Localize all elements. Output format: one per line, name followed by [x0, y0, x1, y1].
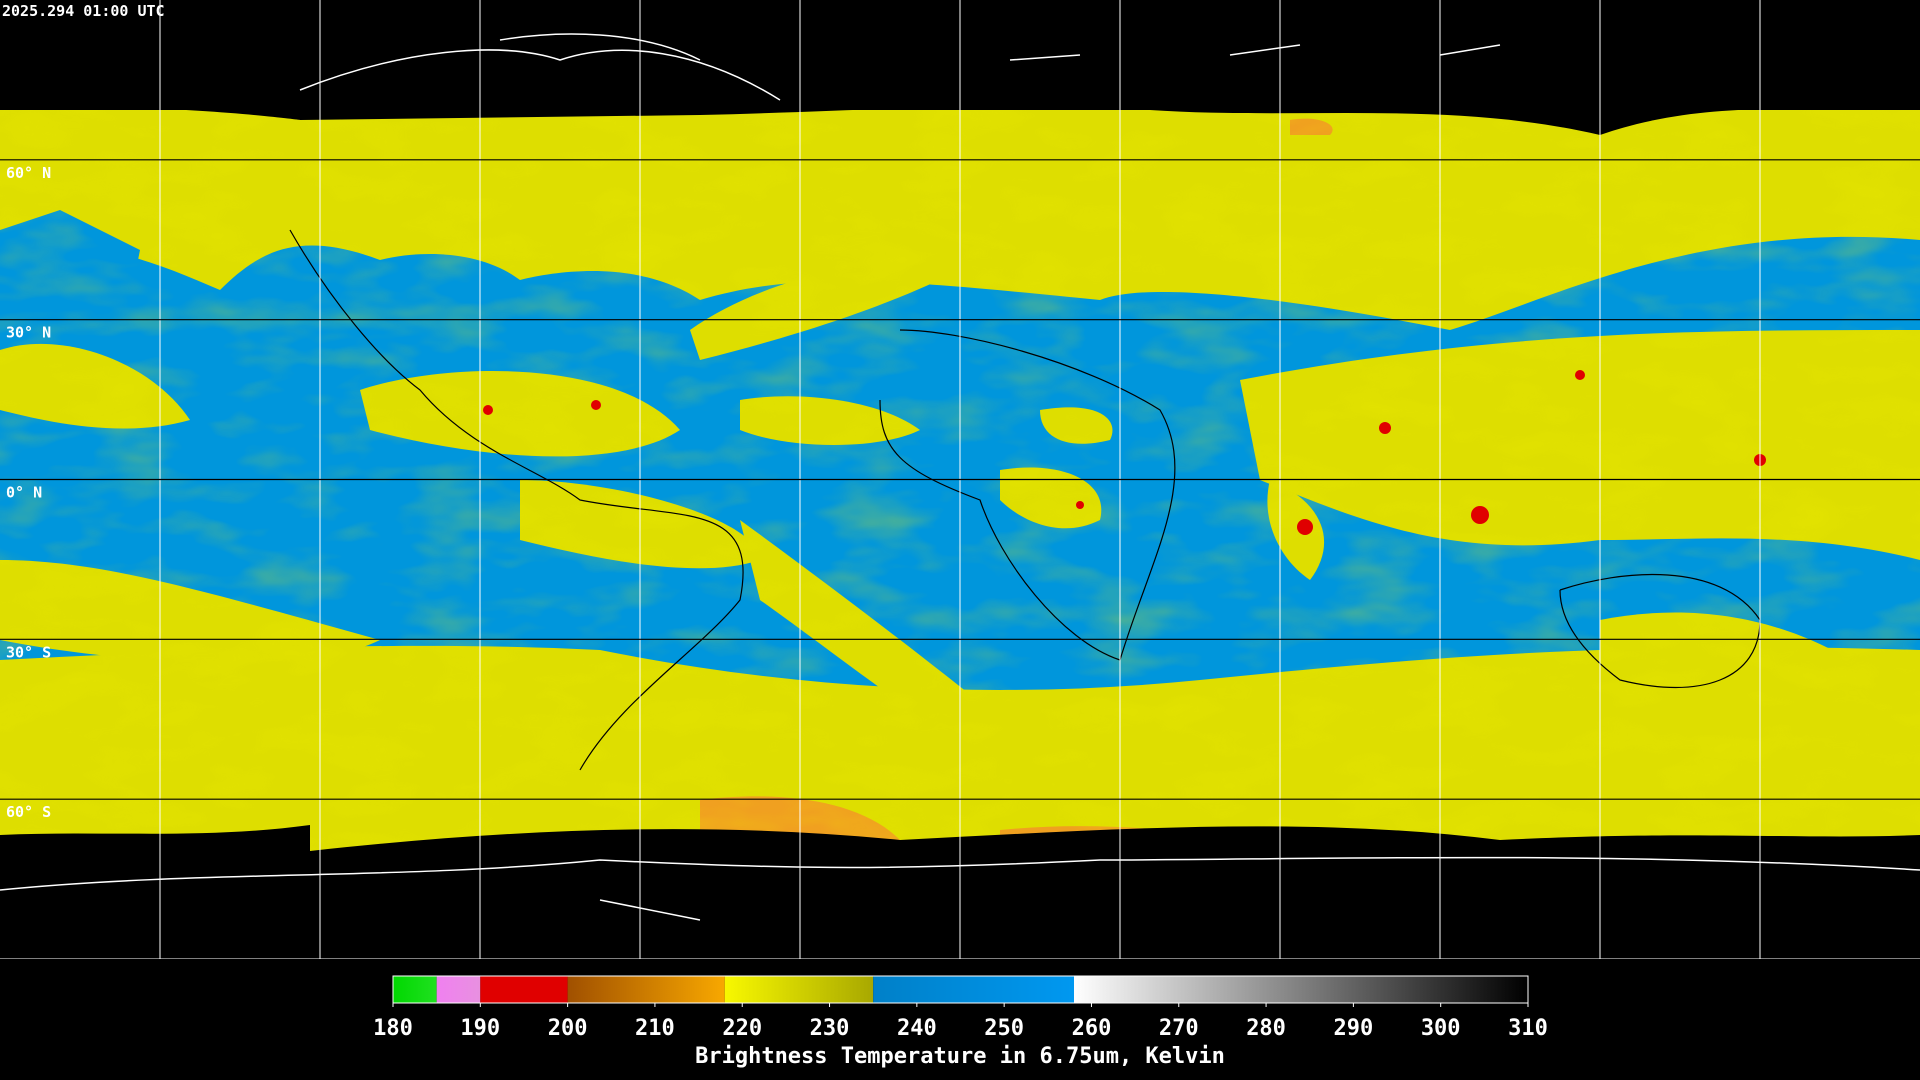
colorbar-tick-label: 250 [984, 1016, 1024, 1041]
colorbar-tick-label: 190 [460, 1016, 500, 1041]
colorbar-segment [393, 976, 437, 1003]
colorbar-tick-label: 260 [1072, 1016, 1112, 1041]
colorbar-tick-label: 220 [722, 1016, 762, 1041]
colorbar-tick-label: 290 [1334, 1016, 1374, 1041]
colorbar-segment [1074, 976, 1528, 1003]
colorbar-tick-label: 300 [1421, 1016, 1461, 1041]
colorbar-tick-label: 270 [1159, 1016, 1199, 1041]
colorbar: 180 190 200 210 220 230 240 250 260 270 280 290 300 3… [373, 975, 1548, 1041]
coastlines [0, 33, 1920, 921]
colorbar-tick-label: 310 [1508, 1016, 1548, 1041]
lat-label: 60° S [6, 803, 51, 821]
colorbar-segment [873, 976, 1074, 1003]
lat-label: 30° N [6, 324, 51, 342]
colorbar-segment [724, 976, 874, 1003]
colorbar-tick-label: 180 [373, 1016, 413, 1041]
colorbar-tick-label: 240 [897, 1016, 937, 1041]
borders [289, 229, 1761, 771]
colorbar-segment [480, 976, 568, 1003]
lat-label: 0° N [6, 484, 42, 502]
colorbar-tick-label: 230 [810, 1016, 850, 1041]
lat-label: 60° N [6, 164, 51, 182]
colorbar-tick-label: 200 [548, 1016, 588, 1041]
cold-cloud-tops [483, 370, 1766, 535]
colorbar-frame [392, 975, 1529, 1004]
colorbar-tick-label: 280 [1246, 1016, 1286, 1041]
lat-label: 30° S [6, 643, 51, 661]
colorbar-label: Brightness Temperature in 6.75um, Kelvin [695, 1044, 1225, 1069]
timestamp: 2025.294 01:00 UTC [2, 2, 165, 20]
colorbar-segment [436, 976, 481, 1003]
colorbar-segment [567, 976, 725, 1003]
colorbar-tick-label: 210 [635, 1016, 675, 1041]
